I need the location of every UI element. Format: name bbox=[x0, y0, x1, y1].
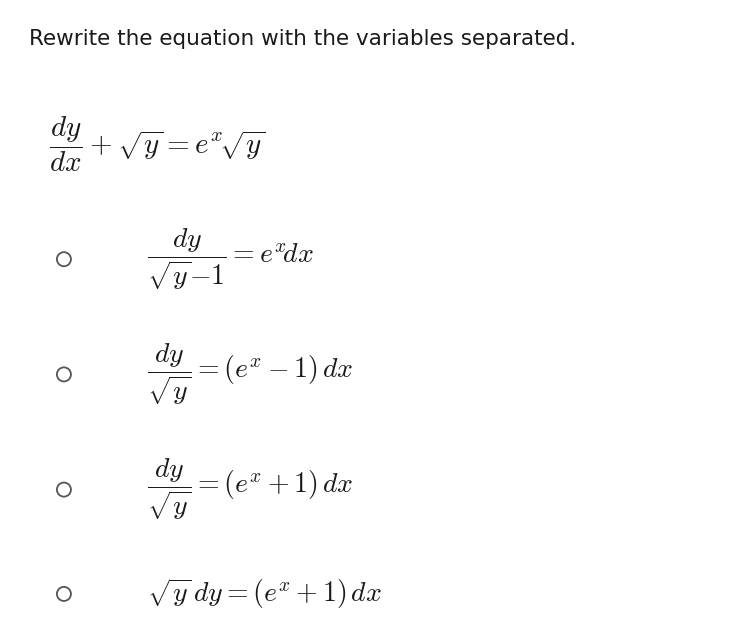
Text: $\dfrac{dy}{\sqrt{y}} = (e^x + 1)\,dx$: $\dfrac{dy}{\sqrt{y}} = (e^x + 1)\,dx$ bbox=[147, 457, 353, 522]
Text: $\dfrac{dy}{\sqrt{y}{-}1} = e^x\!dx$: $\dfrac{dy}{\sqrt{y}{-}1} = e^x\!dx$ bbox=[147, 227, 314, 292]
Text: $\sqrt{y}\,dy = (e^x + 1)\,dx$: $\sqrt{y}\,dy = (e^x + 1)\,dx$ bbox=[147, 577, 382, 611]
Text: $\dfrac{dy}{\sqrt{y}} = (e^x - 1)\,dx$: $\dfrac{dy}{\sqrt{y}} = (e^x - 1)\,dx$ bbox=[147, 342, 353, 407]
Text: Rewrite the equation with the variables separated.: Rewrite the equation with the variables … bbox=[29, 29, 576, 49]
Text: $\dfrac{dy}{dx} + \sqrt{y} = e^x\!\sqrt{y}$: $\dfrac{dy}{dx} + \sqrt{y} = e^x\!\sqrt{… bbox=[49, 115, 265, 173]
